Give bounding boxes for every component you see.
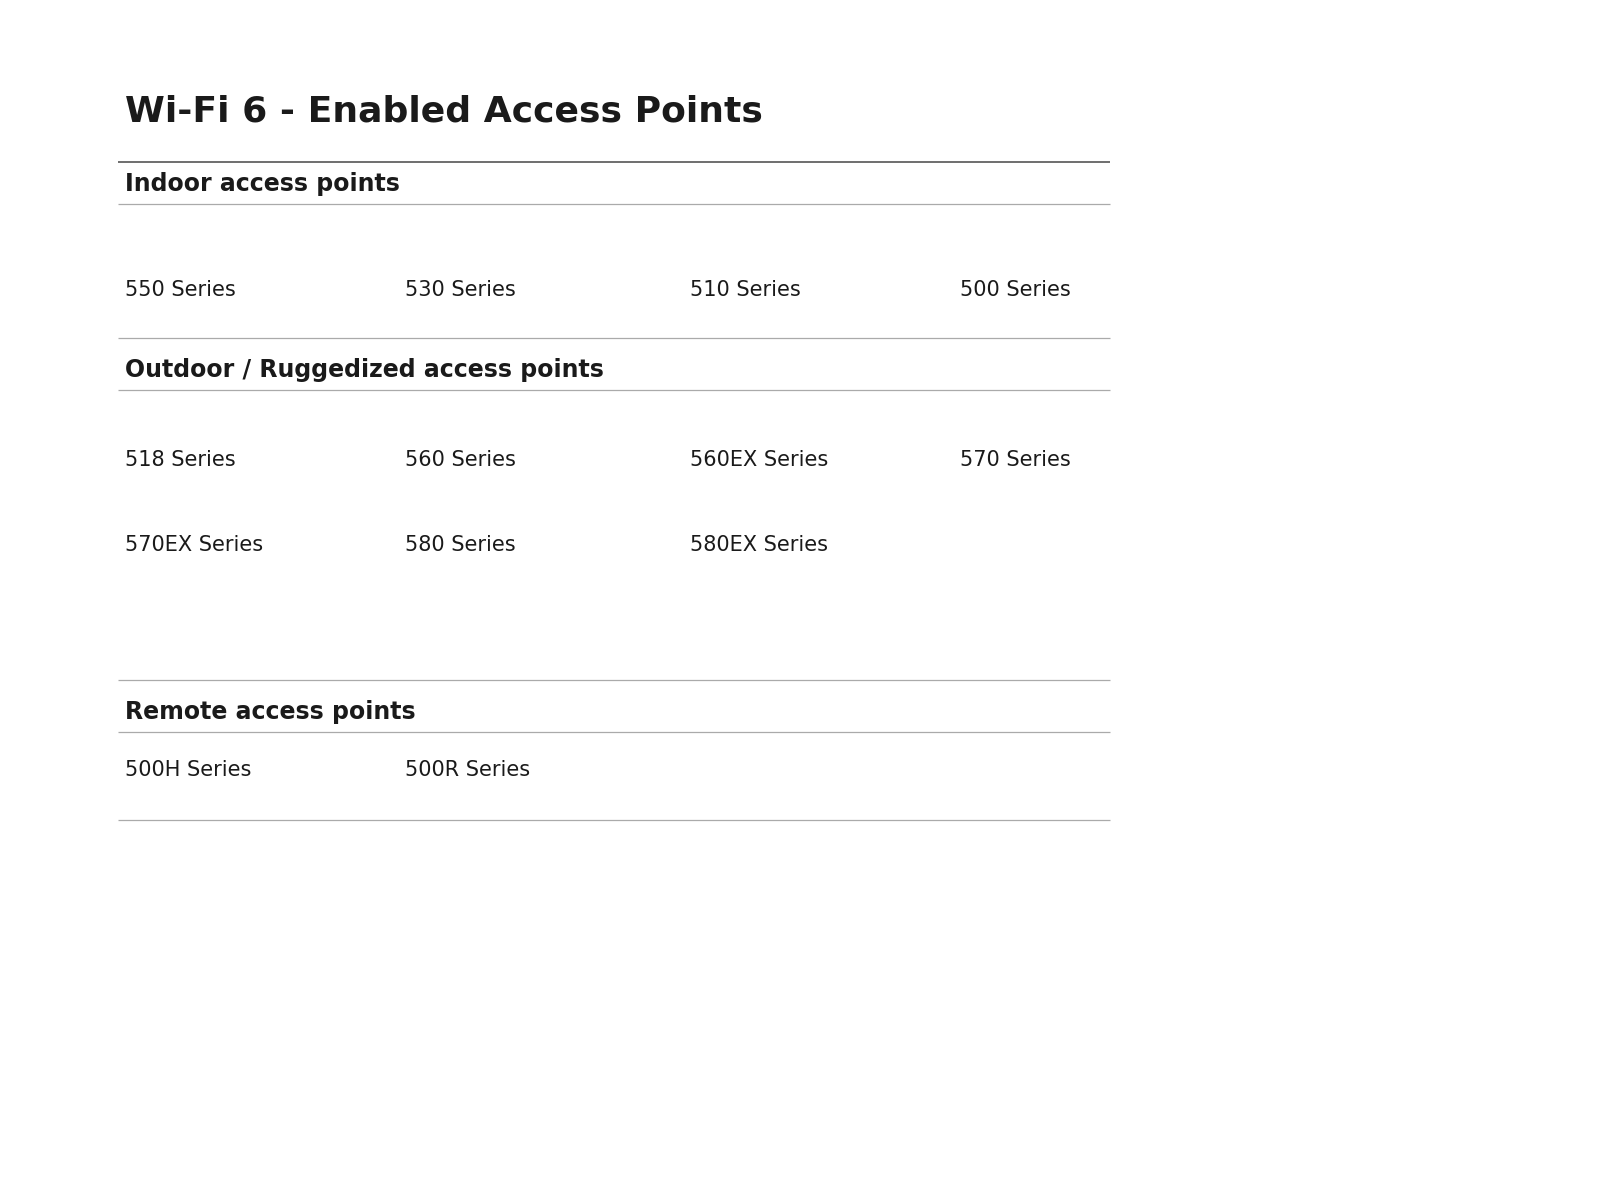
Text: 580 Series: 580 Series [405, 535, 515, 554]
Text: Remote access points: Remote access points [125, 700, 416, 724]
Text: Outdoor / Ruggedized access points: Outdoor / Ruggedized access points [125, 358, 603, 382]
Text: Indoor access points: Indoor access points [125, 172, 400, 196]
Text: 518 Series: 518 Series [125, 450, 235, 470]
Text: 500R Series: 500R Series [405, 760, 530, 780]
Text: 560EX Series: 560EX Series [690, 450, 829, 470]
Text: 580EX Series: 580EX Series [690, 535, 829, 554]
Text: 560 Series: 560 Series [405, 450, 515, 470]
Text: 570 Series: 570 Series [960, 450, 1070, 470]
Text: 550 Series: 550 Series [125, 280, 235, 300]
Text: 500H Series: 500H Series [125, 760, 251, 780]
Text: 570EX Series: 570EX Series [125, 535, 262, 554]
Text: Wi-Fi 6 - Enabled Access Points: Wi-Fi 6 - Enabled Access Points [125, 95, 763, 128]
Text: 500 Series: 500 Series [960, 280, 1070, 300]
Text: 530 Series: 530 Series [405, 280, 515, 300]
Text: 510 Series: 510 Series [690, 280, 800, 300]
